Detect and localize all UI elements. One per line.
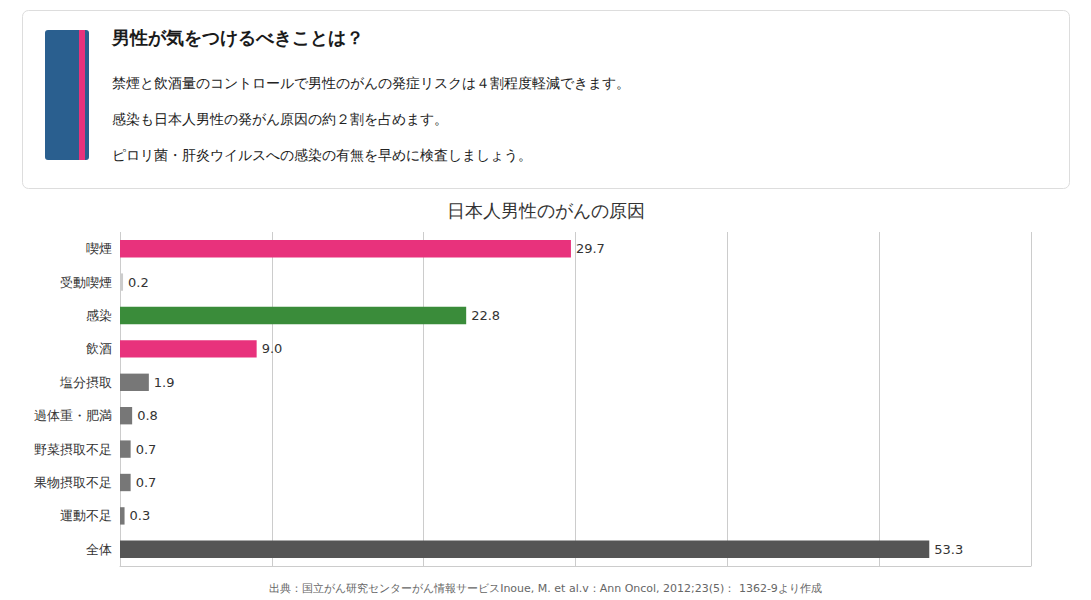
svg-text:0.8: 0.8: [137, 408, 158, 423]
svg-text:禁煙と飲酒量のコントロールで男性のがんの発症リスクは４割程度: 禁煙と飲酒量のコントロールで男性のがんの発症リスクは４割程度軽減できます。: [112, 75, 630, 91]
svg-text:日本人男性のがんの原因: 日本人男性のがんの原因: [447, 200, 645, 221]
svg-text:塩分摂取: 塩分摂取: [59, 375, 112, 390]
svg-text:22.8: 22.8: [471, 308, 500, 323]
svg-text:喫煙: 喫煙: [86, 241, 112, 256]
svg-text:1.9: 1.9: [154, 375, 175, 390]
svg-text:ピロリ菌・肝炎ウイルスへの感染の有無を早めに検査しましょう。: ピロリ菌・肝炎ウイルスへの感染の有無を早めに検査しましょう。: [112, 147, 532, 163]
svg-text:出典：国立がん研究センターがん情報サービスInoue, M.: 出典：国立がん研究センターがん情報サービスInoue, M. et al.v：A…: [269, 582, 822, 595]
svg-text:0.7: 0.7: [136, 442, 157, 457]
svg-text:飲酒: 飲酒: [86, 341, 112, 356]
svg-text:0.3: 0.3: [130, 508, 151, 523]
svg-text:感染: 感染: [86, 308, 112, 323]
svg-text:野菜摂取不足: 野菜摂取不足: [34, 442, 112, 457]
svg-text:感染も日本人男性の発がん原因の約２割を占めます。: 感染も日本人男性の発がん原因の約２割を占めます。: [112, 111, 448, 127]
svg-text:過体重・肥満: 過体重・肥満: [34, 408, 112, 423]
svg-text:全体: 全体: [86, 542, 112, 557]
svg-text:0.2: 0.2: [128, 275, 149, 290]
svg-text:男性が気をつけるべきことは？: 男性が気をつけるべきことは？: [111, 27, 364, 48]
svg-text:0.7: 0.7: [136, 475, 157, 490]
svg-text:果物摂取不足: 果物摂取不足: [34, 475, 112, 490]
svg-text:53.3: 53.3: [934, 542, 963, 557]
svg-text:運動不足: 運動不足: [60, 508, 112, 523]
svg-text:9.0: 9.0: [262, 341, 283, 356]
svg-text:29.7: 29.7: [576, 241, 605, 256]
svg-text:受動喫煙: 受動喫煙: [60, 275, 112, 290]
